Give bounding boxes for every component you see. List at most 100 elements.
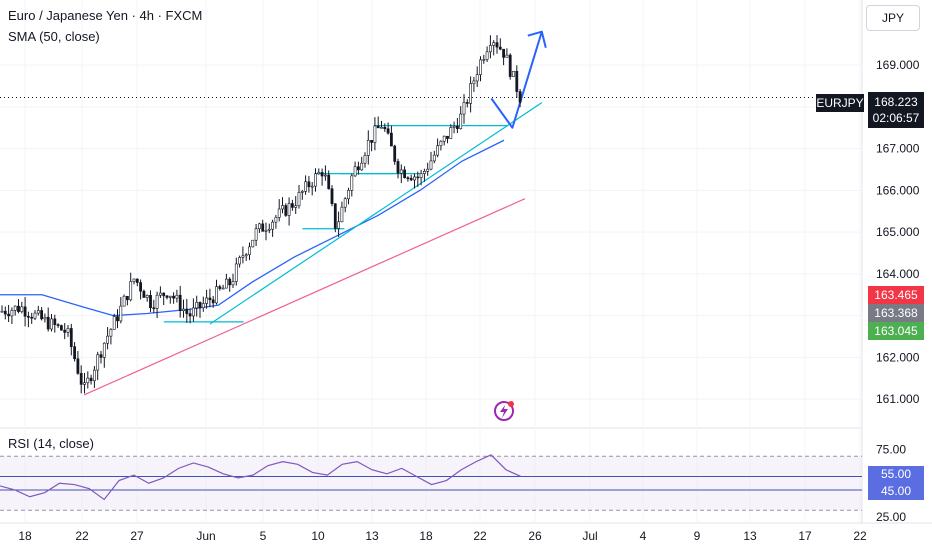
lightning-icon xyxy=(500,405,508,418)
candle-body xyxy=(330,188,334,205)
alert-lightning-icon xyxy=(494,401,514,421)
rsi-label[interactable]: RSI (14, close) xyxy=(8,436,94,451)
candle-body xyxy=(73,346,77,360)
candle-body xyxy=(469,83,473,104)
candle-body xyxy=(254,228,258,241)
chart-title: Euro / Japanese Yen · 4h · FXCM xyxy=(8,8,203,23)
candle-body xyxy=(459,113,463,129)
candle-body xyxy=(317,172,321,175)
candle-body xyxy=(122,295,126,307)
candle-body xyxy=(53,318,57,325)
candle-body xyxy=(297,192,301,207)
currency-button[interactable]: JPY xyxy=(866,5,920,31)
y-tick-label: 165.000 xyxy=(876,225,920,239)
candle-body xyxy=(482,59,486,61)
candle-body xyxy=(314,173,317,187)
candle-body xyxy=(56,324,60,326)
candle-body xyxy=(3,310,7,315)
candle-body xyxy=(257,223,261,230)
candle-body xyxy=(376,125,380,129)
x-tick-label: 13 xyxy=(365,529,379,543)
candle-body xyxy=(267,228,271,231)
y-tick-label: 169.000 xyxy=(876,58,920,72)
x-tick-label: 22 xyxy=(473,529,487,543)
candle-body xyxy=(102,342,106,358)
candle-body xyxy=(419,173,423,178)
candle-body xyxy=(175,294,179,299)
sma-label[interactable]: SMA (50, close) xyxy=(8,29,100,44)
candle-body xyxy=(26,315,30,318)
y-tick-label: 162.000 xyxy=(876,350,920,364)
price-tag-gray: 163.368 xyxy=(868,304,924,322)
trendlines-layer xyxy=(83,30,547,396)
candle-body xyxy=(264,229,268,232)
candle-body xyxy=(340,206,344,223)
candle-body xyxy=(323,174,327,177)
x-tick-label: 9 xyxy=(694,529,701,543)
candle-body xyxy=(50,318,53,330)
last-price-value: 168.223 xyxy=(874,95,918,109)
x-tick-label: 18 xyxy=(18,529,32,543)
candle-body xyxy=(337,221,341,229)
rsi-tick-label: 75.00 xyxy=(876,442,906,456)
candle-body xyxy=(0,310,4,313)
candle-body xyxy=(353,166,357,177)
candle-body xyxy=(198,302,202,309)
projection-arrowhead xyxy=(527,30,547,48)
candle-body xyxy=(132,278,136,282)
candle-body xyxy=(182,308,185,311)
candle-body xyxy=(281,205,284,210)
candle-body xyxy=(208,297,212,301)
candle-body xyxy=(119,305,123,322)
candle-body xyxy=(76,358,80,374)
x-tick-label: 18 xyxy=(419,529,433,543)
candle-body xyxy=(403,169,407,179)
candle-body xyxy=(356,166,360,171)
candle-body xyxy=(63,329,67,333)
candle-body xyxy=(162,292,166,297)
candle-body xyxy=(422,171,426,174)
candle-body xyxy=(13,305,17,311)
candle-body xyxy=(152,307,156,310)
candle-body xyxy=(238,257,242,265)
candle-body xyxy=(69,328,73,347)
candle-body xyxy=(512,70,515,77)
candle-body xyxy=(172,295,176,299)
candle-body xyxy=(406,177,410,180)
candle-body xyxy=(498,46,502,50)
candle-body xyxy=(508,54,512,77)
candles-layer xyxy=(0,35,522,394)
candle-body xyxy=(360,162,364,171)
x-tick-label: 27 xyxy=(130,529,144,543)
candle-body xyxy=(327,174,331,190)
projection-arrow xyxy=(490,31,543,129)
alert-icon-layer xyxy=(494,401,514,421)
candle-body xyxy=(271,221,275,230)
candle-body xyxy=(99,354,103,358)
candle-body xyxy=(79,373,83,385)
candle-body xyxy=(7,313,11,317)
candle-body xyxy=(225,278,228,289)
candle-body xyxy=(195,302,199,309)
candle-body xyxy=(416,176,420,179)
candle-body xyxy=(472,80,476,84)
candle-body xyxy=(248,246,251,256)
candle-body xyxy=(485,51,489,60)
candle-body xyxy=(277,208,281,218)
rsi-pane xyxy=(0,454,862,511)
rsi-tag-lower: 45.00 xyxy=(868,483,924,500)
price-tag-green: 163.045 xyxy=(868,322,924,340)
axis-layer: 161.000162.000163.000164.000165.000166.0… xyxy=(18,58,919,543)
x-tick-label: 13 xyxy=(743,529,757,543)
candle-body xyxy=(479,59,482,75)
candle-body xyxy=(201,303,205,309)
candle-body xyxy=(290,203,294,208)
candle-body xyxy=(211,299,215,304)
candle-body xyxy=(109,329,113,337)
x-tick-label: 22 xyxy=(75,529,89,543)
candle-body xyxy=(488,45,492,53)
candle-body xyxy=(320,172,324,177)
candle-body xyxy=(36,310,40,314)
candle-body xyxy=(234,263,238,282)
